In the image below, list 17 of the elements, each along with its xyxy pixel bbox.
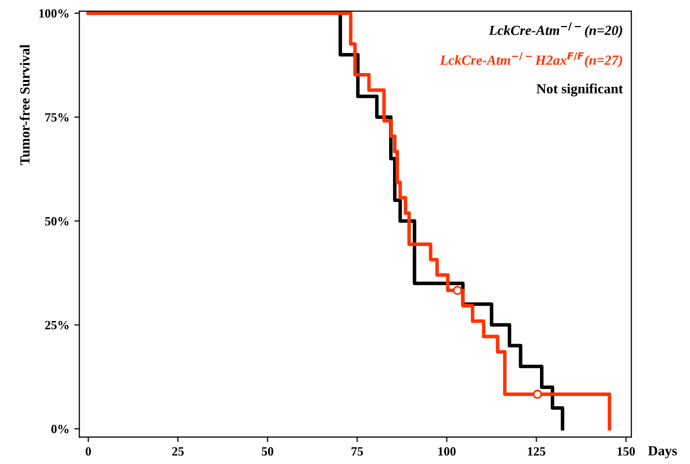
text: LckCre-Atm$^{−/−}$(n=20) [488,22,622,38]
x-tick-label: 50 [262,447,274,456]
x-tick-label: 75 [352,447,363,456]
y-tick-label: 100% [39,9,68,18]
x-tick-label: 100 [438,447,456,456]
x-tick-label: 125 [528,447,546,456]
y-tick-label: 25% [45,320,68,330]
x-tick-label: 150 [618,447,635,456]
y-axis-title: Tumor-free Survival [20,44,30,166]
x-tick-label: 0 [86,447,91,456]
x-tick-label: 25 [172,447,184,456]
annotation: Not significant [536,84,624,96]
x-axis-title: Days [648,446,677,458]
text: LckCre-Atm$^{−/−}$H2ax$^{F/F}$(n=27) [440,52,622,68]
y-tick-label: 50% [45,217,68,226]
y-tick-label: 75% [45,113,68,122]
y-tick-label: 0% [51,424,68,434]
